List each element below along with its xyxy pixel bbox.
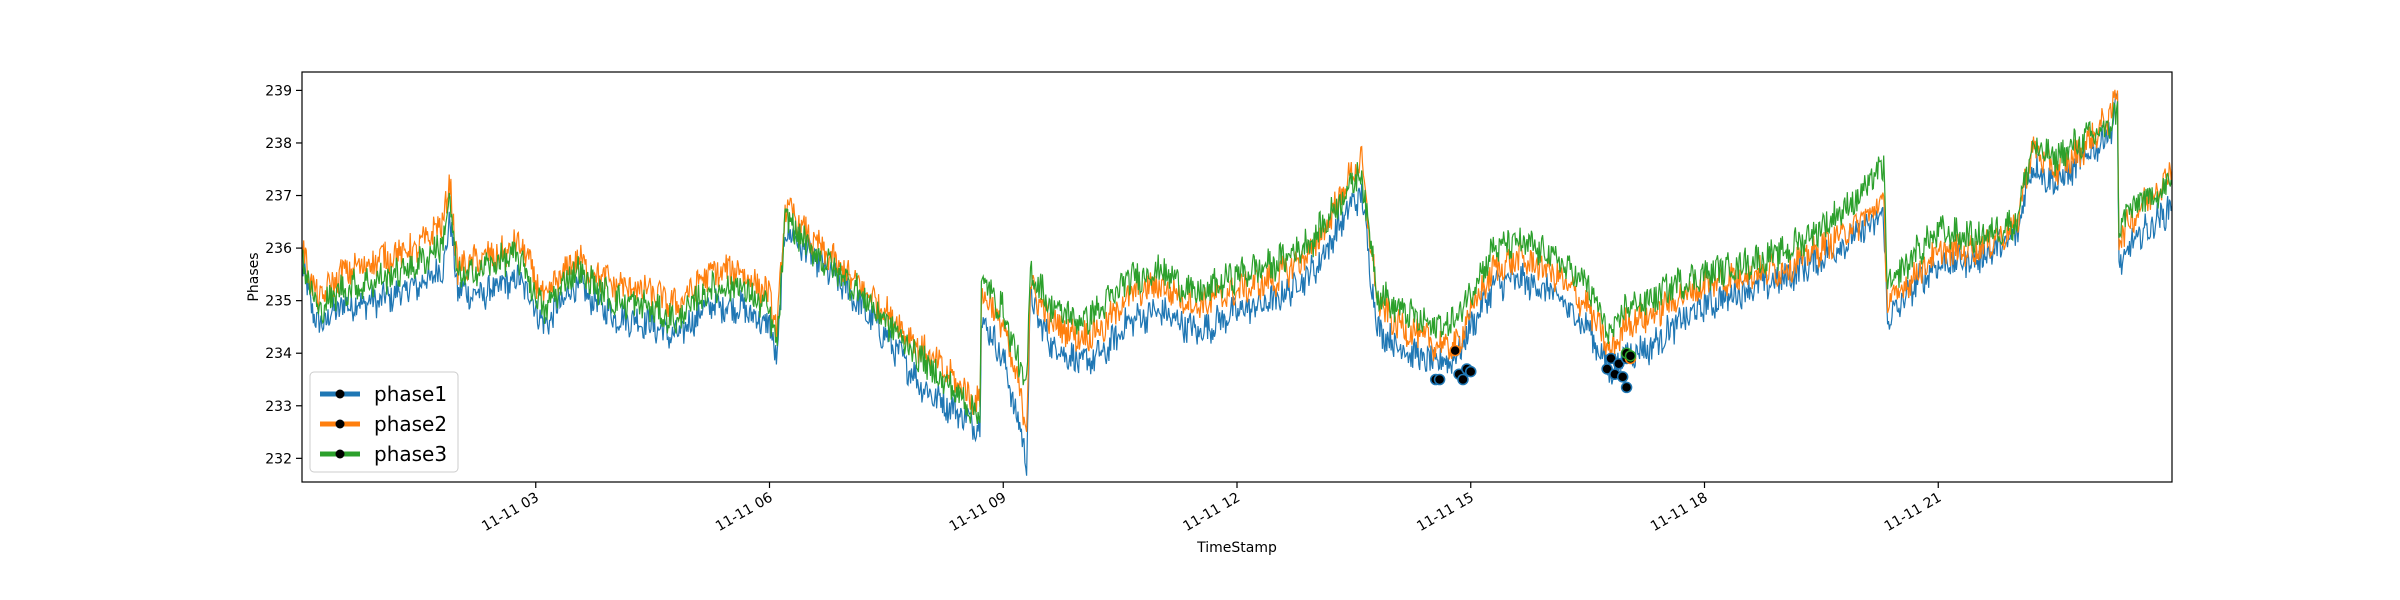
legend-marker-phase2 (335, 419, 345, 429)
plot-lines (302, 89, 2172, 476)
legend-label-phase1: phase1 (374, 382, 447, 406)
x-axis-title: TimeStamp (1196, 540, 1277, 556)
marker-point-phase1 (1433, 373, 1446, 386)
legend-box (309, 371, 459, 473)
marker-point-phase2 (1449, 344, 1461, 357)
y-axis: 232 233 234 235 236 237 238 239 (265, 83, 302, 467)
y-tick-label: 233 (265, 399, 292, 415)
legend-marker-phase1 (335, 389, 345, 399)
y-tick-label: 236 (265, 241, 292, 257)
marker-point-phase1 (1457, 373, 1469, 386)
series-line-phase2 (302, 89, 2172, 433)
legend: phase1 phase2 phase3 (309, 371, 459, 473)
legend-label-phase3: phase3 (374, 442, 447, 466)
y-tick-label: 239 (265, 83, 292, 99)
y-tick-label: 232 (265, 451, 292, 467)
y-tick-label: 235 (265, 294, 292, 310)
marker-point-phase1 (1620, 381, 1633, 394)
marker-point-phase1 (1613, 357, 1625, 370)
y-tick-label: 238 (265, 136, 292, 152)
legend-marker-phase3 (335, 449, 345, 459)
series-line-phase1 (302, 93, 2172, 476)
marker-point-phase1 (1601, 363, 1613, 375)
marker-point-phase3 (1624, 350, 1637, 362)
y-tick-label: 234 (265, 346, 292, 362)
plot-markers (1429, 344, 1637, 394)
y-tick-label: 237 (265, 189, 292, 205)
marker-point-phase1 (1616, 371, 1629, 383)
marker-point-phase1 (1605, 352, 1617, 365)
legend-label-phase2: phase2 (374, 412, 447, 436)
marker-point-phase1 (1465, 365, 1477, 378)
series-line-phase3 (302, 101, 2172, 424)
y-axis-title: Phases (246, 252, 262, 301)
